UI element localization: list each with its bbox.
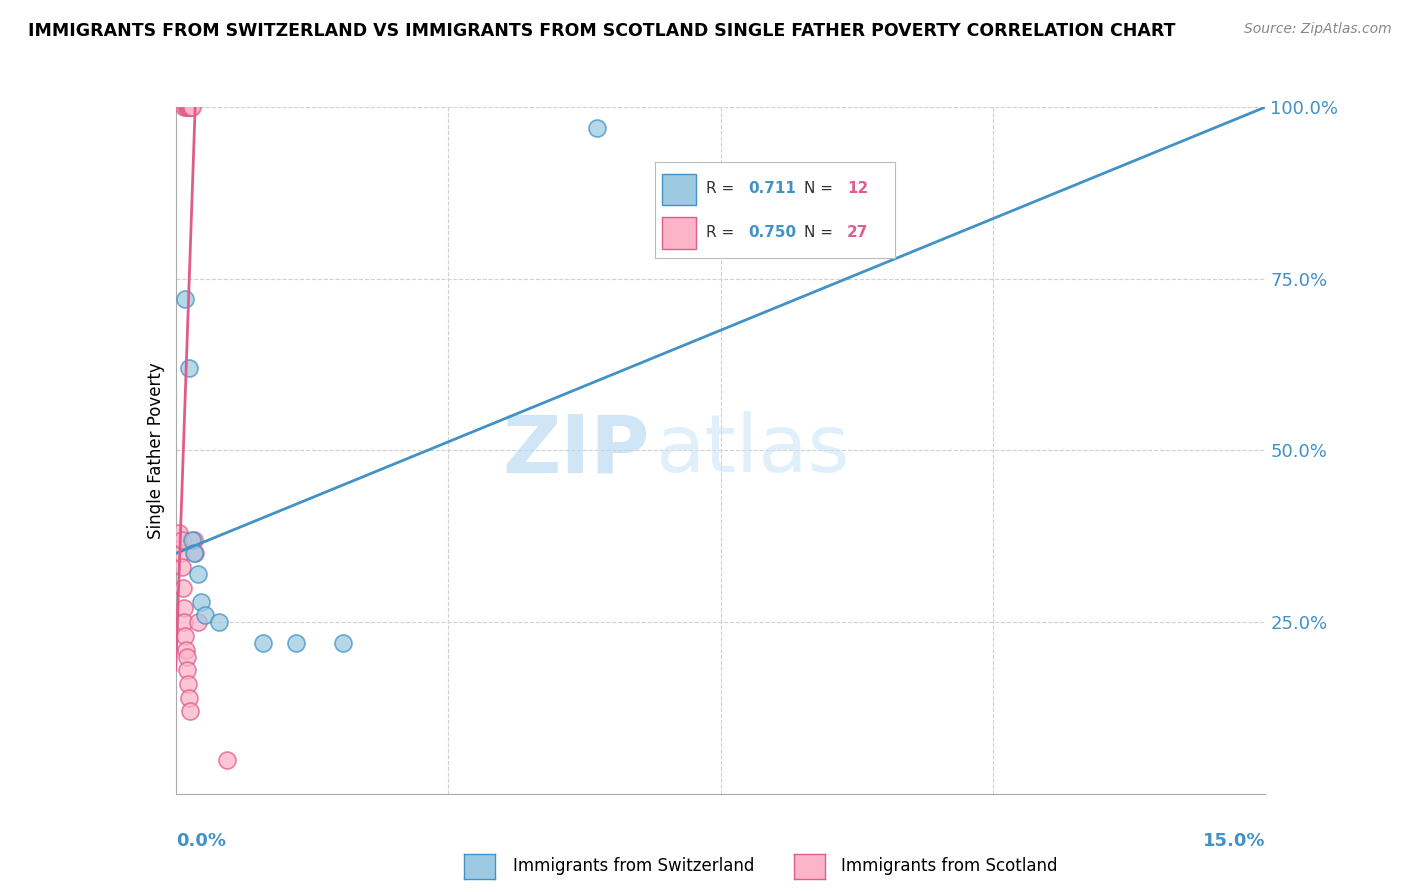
Text: R =: R =	[706, 181, 738, 196]
Text: Source: ZipAtlas.com: Source: ZipAtlas.com	[1244, 22, 1392, 37]
Point	[180, 533, 202, 547]
Point	[183, 546, 205, 561]
Point	[176, 663, 198, 677]
Y-axis label: Single Father Poverty: Single Father Poverty	[146, 362, 165, 539]
Point	[170, 546, 193, 561]
Point	[208, 615, 231, 630]
Point	[174, 642, 197, 657]
Point	[177, 677, 200, 691]
Point	[174, 293, 197, 307]
Point	[179, 100, 201, 114]
Bar	[662, 174, 696, 205]
Point	[183, 533, 205, 547]
Point	[173, 601, 195, 615]
Point	[174, 629, 197, 643]
Point	[173, 615, 195, 630]
Point	[176, 100, 198, 114]
Point	[172, 581, 194, 595]
Point	[190, 594, 212, 608]
Text: IMMIGRANTS FROM SWITZERLAND VS IMMIGRANTS FROM SCOTLAND SINGLE FATHER POVERTY CO: IMMIGRANTS FROM SWITZERLAND VS IMMIGRANT…	[28, 22, 1175, 40]
Point	[194, 608, 217, 623]
Text: 15.0%: 15.0%	[1204, 831, 1265, 850]
Point	[586, 120, 609, 135]
Text: 0.750: 0.750	[748, 225, 797, 240]
Point	[170, 533, 193, 547]
Text: 0.0%: 0.0%	[176, 831, 226, 850]
Point	[183, 546, 205, 561]
Text: atlas: atlas	[655, 411, 849, 490]
Point	[174, 100, 197, 114]
Point	[186, 615, 209, 630]
Point	[177, 690, 200, 705]
Point	[284, 636, 307, 650]
Point	[179, 100, 201, 114]
Text: Immigrants from Switzerland: Immigrants from Switzerland	[513, 857, 755, 875]
Text: 27: 27	[846, 225, 869, 240]
Point	[172, 560, 194, 574]
Text: N =: N =	[804, 181, 838, 196]
Point	[215, 753, 238, 767]
Point	[179, 705, 201, 719]
Point	[167, 525, 190, 540]
Text: 12: 12	[846, 181, 869, 196]
Point	[177, 100, 200, 114]
Point	[252, 636, 274, 650]
Point	[180, 100, 202, 114]
Text: ZIP: ZIP	[502, 411, 650, 490]
Point	[180, 100, 202, 114]
Point	[186, 567, 209, 582]
Point	[177, 361, 200, 376]
Text: R =: R =	[706, 225, 738, 240]
Text: 0.711: 0.711	[748, 181, 797, 196]
Bar	[662, 217, 696, 249]
Text: N =: N =	[804, 225, 838, 240]
Point	[332, 636, 354, 650]
Point	[173, 100, 195, 114]
Point	[177, 100, 200, 114]
Text: Immigrants from Scotland: Immigrants from Scotland	[841, 857, 1057, 875]
Point	[176, 649, 198, 664]
